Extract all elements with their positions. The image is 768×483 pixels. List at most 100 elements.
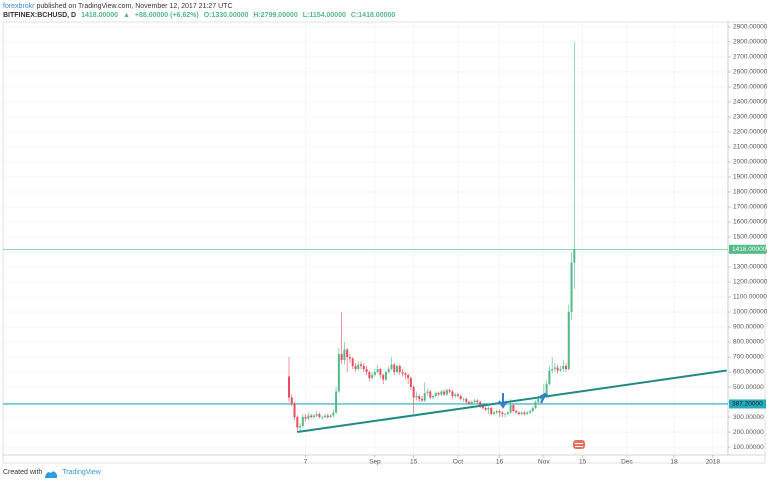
candle-body xyxy=(396,366,399,373)
y-tick-label: 2400.00000 xyxy=(733,99,768,106)
candle-body xyxy=(465,399,468,403)
candle-body xyxy=(365,369,368,373)
candle-body xyxy=(573,249,576,263)
frame xyxy=(2,21,766,464)
y-tick-label: 2500.00000 xyxy=(733,84,768,91)
y-tick-label: 700.00000 xyxy=(733,354,764,361)
published: published on TradingView.com, November 1… xyxy=(36,3,233,10)
y-tick-label: 2900.00000 xyxy=(733,24,768,31)
candle-body xyxy=(384,372,387,380)
candle-body xyxy=(556,367,559,371)
candle-body xyxy=(412,387,415,398)
chart: 100.00000200.00000300.00000400.00000500.… xyxy=(2,21,768,466)
level-label-box xyxy=(729,399,766,409)
y-tick-label: 2800.00000 xyxy=(733,39,768,46)
candle-body xyxy=(310,415,313,418)
candle-body xyxy=(559,369,562,371)
trend-line xyxy=(297,369,727,434)
candle-body xyxy=(523,412,526,415)
y-tick-label: 2100.00000 xyxy=(733,144,768,151)
candle-body xyxy=(420,399,423,401)
candle-body xyxy=(462,399,465,400)
brand[interactable]: TradingView xyxy=(62,469,101,476)
x-tick-label: 15 xyxy=(410,459,418,466)
y-tick-label: 1900.00000 xyxy=(733,174,768,181)
footer: Created with TradingView xyxy=(3,469,101,476)
change: +88.00000 (+6.62%) xyxy=(134,12,199,19)
candle-body xyxy=(376,369,379,373)
candle-body xyxy=(512,405,515,412)
change-arrow: ▲ xyxy=(123,12,130,19)
candle-body xyxy=(415,396,418,398)
brand-logo xyxy=(45,471,57,478)
symbol: BITFINEX:BCHUSD, D xyxy=(3,12,77,19)
candle-body xyxy=(335,391,338,413)
candle-body xyxy=(340,354,343,361)
y-tick-label: 1300.00000 xyxy=(733,264,768,271)
candle-body xyxy=(506,412,509,415)
candle-body xyxy=(304,417,307,419)
candle-body xyxy=(343,349,346,361)
candle-body xyxy=(426,391,429,394)
y-tick-label: 1500.00000 xyxy=(733,234,768,241)
candle-body xyxy=(537,399,540,403)
candle-body xyxy=(517,412,520,415)
x-tick-label: 2018 xyxy=(706,459,721,466)
candle-body xyxy=(324,415,327,418)
x-tick-label: Dec xyxy=(621,459,633,466)
candle-body xyxy=(312,415,315,418)
candle-body xyxy=(495,411,498,413)
candle-body xyxy=(398,366,401,373)
x-tick-label: 16 xyxy=(496,459,504,466)
candle-body xyxy=(321,417,324,418)
candle-body xyxy=(409,378,412,388)
candle-body xyxy=(307,415,310,419)
level-label: 1418.00000 xyxy=(732,246,767,253)
y-tick-label: 2700.00000 xyxy=(733,54,768,61)
down-arrow xyxy=(498,393,508,409)
y-tick-label: 600.00000 xyxy=(733,369,764,376)
candle-body xyxy=(401,372,404,374)
candle-body xyxy=(562,366,565,370)
candle-body xyxy=(548,370,551,385)
candle-body xyxy=(534,402,537,409)
candle-body xyxy=(531,408,534,412)
low: L:1154.00000 xyxy=(302,12,346,19)
y-tick-label: 800.00000 xyxy=(733,339,764,346)
candle-body xyxy=(429,391,432,398)
candle-body xyxy=(351,358,354,367)
candle-body xyxy=(509,405,512,413)
y-tick-label: 2200.00000 xyxy=(733,129,768,136)
candle-body xyxy=(498,411,501,413)
candle-body xyxy=(368,372,371,379)
candle-body xyxy=(296,417,299,428)
candle-body xyxy=(476,400,479,403)
up-arrow xyxy=(539,392,550,404)
y-tick-label: 300.00000 xyxy=(733,414,764,421)
candle-body xyxy=(504,414,507,415)
candle-body xyxy=(357,364,360,370)
candle-body xyxy=(404,373,407,376)
y-tick-label: 500.00000 xyxy=(733,384,764,391)
candle-body xyxy=(315,414,318,416)
candle-body xyxy=(515,411,518,413)
candle-body xyxy=(459,396,462,400)
level-label: 387.20000 xyxy=(732,401,763,408)
y-tick-label: 2300.00000 xyxy=(733,114,768,121)
created-with: Created with xyxy=(3,469,43,476)
candle-body xyxy=(337,354,340,392)
y-tick-label: 1200.00000 xyxy=(733,279,768,286)
candle-body xyxy=(551,369,554,371)
candle-body xyxy=(570,262,573,313)
candle-body xyxy=(479,402,482,406)
candle-body xyxy=(423,393,426,401)
author[interactable]: forexbrokr xyxy=(3,3,35,10)
y-tick-label: 900.00000 xyxy=(733,324,764,331)
candle-body xyxy=(468,402,471,404)
candle-body xyxy=(290,397,293,404)
candle-body xyxy=(492,412,495,415)
publish-line: forexbrokr published on TradingView.com, … xyxy=(3,3,236,10)
candle-body xyxy=(487,408,490,410)
candle-body xyxy=(545,384,548,395)
candle-body xyxy=(526,412,529,415)
